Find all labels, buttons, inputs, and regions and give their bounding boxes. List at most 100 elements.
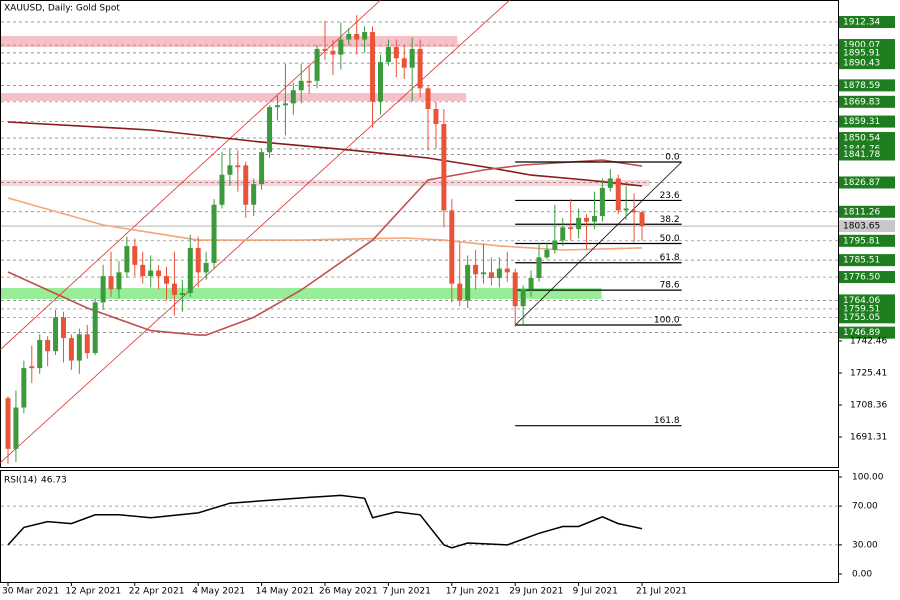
rsi-line <box>7 494 643 549</box>
level-label: 1826.87 <box>843 178 880 188</box>
candle-body <box>259 152 265 185</box>
candle-body <box>92 302 98 354</box>
x-tick-label: 29 Jun 2021 <box>509 587 563 597</box>
candle-body <box>108 276 114 290</box>
candle-body <box>615 178 621 211</box>
x-tick-label: 30 Mar 2021 <box>2 587 59 597</box>
candle-body <box>211 204 217 263</box>
candle-body <box>187 247 193 294</box>
y-tick-label: 1708.36 <box>850 400 887 410</box>
level-label: 1850.54 <box>843 134 880 144</box>
level-label-box <box>839 46 895 59</box>
trendline <box>0 0 510 464</box>
candle-body <box>512 272 518 307</box>
candle-body <box>591 216 597 222</box>
candle-body <box>631 210 637 213</box>
candle-body <box>53 317 59 352</box>
candle-body <box>623 208 629 211</box>
candle-body <box>60 317 66 339</box>
x-tick-label: 26 May 2021 <box>319 587 378 597</box>
candle-body <box>385 47 391 63</box>
rsi-tick-label: 100.00 <box>852 472 884 482</box>
fib-level-label: 23.6 <box>660 191 680 201</box>
main-panel <box>0 0 839 468</box>
level-label-box <box>839 326 895 339</box>
level-label: 1764.06 <box>843 296 880 306</box>
current-price-label: 1803.65 <box>843 222 880 232</box>
candle-body <box>164 276 170 284</box>
fib-level-label: 38.2 <box>660 215 680 225</box>
candle-body <box>528 277 534 290</box>
candle-body <box>219 174 225 205</box>
candle-body <box>377 62 383 102</box>
fib-level-label: 100.0 <box>654 315 680 325</box>
y-tick-label: 1691.31 <box>850 432 887 442</box>
level-label-box <box>839 16 895 29</box>
candle-body <box>274 105 280 108</box>
candle-body <box>267 107 273 153</box>
level-label-box <box>839 115 895 128</box>
candle-body <box>124 246 130 273</box>
candle-body <box>417 48 423 89</box>
candle-body <box>362 32 368 40</box>
level-label-box <box>839 132 895 145</box>
candle-body <box>576 217 582 230</box>
candle-body <box>441 124 447 211</box>
candle-body <box>520 289 526 307</box>
level-label: 1841.78 <box>843 150 880 160</box>
candle-body <box>481 272 487 275</box>
candle-body <box>140 264 146 277</box>
candle-body <box>568 227 574 230</box>
candle-body <box>370 32 376 102</box>
candle-body <box>338 39 344 55</box>
candle-body <box>599 187 605 217</box>
level-label: 1890.43 <box>843 59 880 69</box>
x-tick-label: 9 Jul 2021 <box>573 587 618 597</box>
fib-level-label: 161.8 <box>654 416 680 426</box>
candle-body <box>496 268 502 278</box>
candle-body <box>488 272 494 278</box>
moving-average <box>7 197 643 251</box>
x-tick-label: 7 Jun 2021 <box>382 587 430 597</box>
candle-body <box>235 165 241 168</box>
y-tick-label: 1742.46 <box>850 336 887 346</box>
candle-body <box>536 257 542 278</box>
candle-body <box>354 33 360 40</box>
fib-level-label: 78.6 <box>660 281 680 291</box>
moving-average <box>7 121 643 187</box>
candle-body <box>227 165 233 175</box>
candle-body <box>298 80 304 91</box>
candle-body <box>251 184 257 205</box>
zone <box>1 35 458 48</box>
candle-body <box>243 165 249 205</box>
level-label-box <box>839 311 895 324</box>
candle-body <box>45 339 51 352</box>
level-label: 1776.50 <box>843 273 880 283</box>
rsi-label: RSI(14) <box>4 476 37 486</box>
zone <box>1 179 650 186</box>
candle-body <box>13 407 19 449</box>
y-tick-label: 1725.41 <box>850 368 887 378</box>
candle-body <box>84 334 90 354</box>
level-label-box <box>839 205 895 218</box>
level-label: 1811.26 <box>843 207 880 217</box>
candle-body <box>306 80 312 83</box>
x-tick-label: 12 Apr 2021 <box>65 587 121 597</box>
candle-body <box>156 270 162 277</box>
x-tick-label: 22 Apr 2021 <box>129 587 185 597</box>
candle-body <box>409 48 415 68</box>
level-label-box <box>839 234 895 247</box>
level-label: 1878.59 <box>843 81 880 91</box>
level-label-box <box>839 148 895 161</box>
candle-body <box>607 178 613 188</box>
rsi-tick-label: 0.00 <box>852 569 872 579</box>
candle-body <box>171 283 177 295</box>
zone <box>1 93 467 101</box>
candle-body <box>544 249 550 258</box>
rsi-tick-label: 70.00 <box>852 502 878 512</box>
candle-body <box>346 33 352 40</box>
candle-body <box>393 47 399 59</box>
candle-body <box>425 88 431 110</box>
